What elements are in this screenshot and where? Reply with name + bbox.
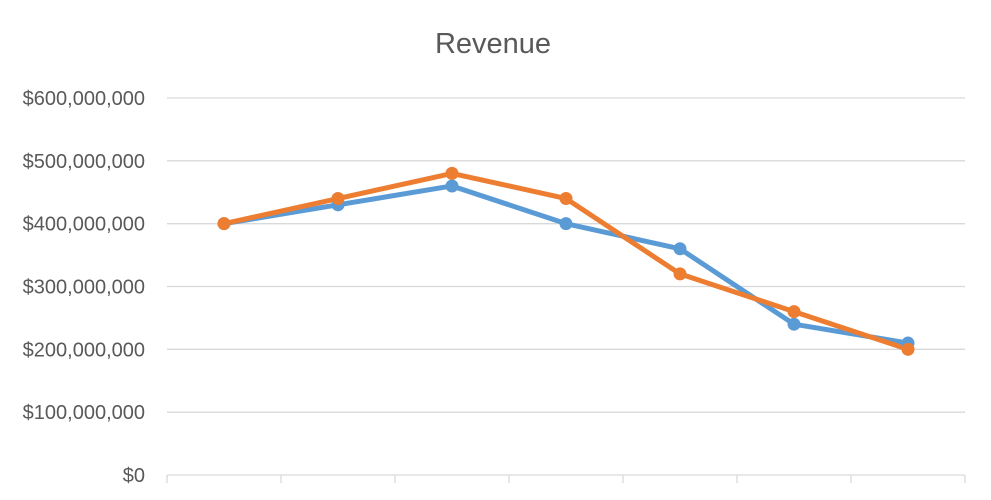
series-2-point [787,305,801,319]
series-2-point [901,342,915,356]
series-1-line [221,183,911,346]
y-axis-labels: $0 $100,000,000 $200,000,000 $300,000,000 $4… [23,88,145,487]
series-1-point [445,179,459,193]
series-2-point [331,192,345,206]
series-1-point [787,317,801,331]
chart-title: Revenue [435,28,551,60]
y-tick-label: $0 [123,465,145,487]
y-tick-label: $600,000,000 [23,88,145,110]
series-1-point [673,242,687,256]
y-tick-label: $300,000,000 [23,277,145,299]
gridlines [167,97,965,413]
y-tick-label: $500,000,000 [23,151,145,173]
series-2-point [217,217,231,231]
series-2-point [559,192,573,206]
series-1-point [559,217,573,231]
series-2-point [673,267,687,281]
x-axis [166,474,966,483]
y-tick-label: $200,000,000 [23,339,145,361]
series-points [217,166,915,356]
y-tick-label: $400,000,000 [23,214,145,236]
series-2-point [445,166,459,180]
y-tick-label: $100,000,000 [23,402,145,424]
